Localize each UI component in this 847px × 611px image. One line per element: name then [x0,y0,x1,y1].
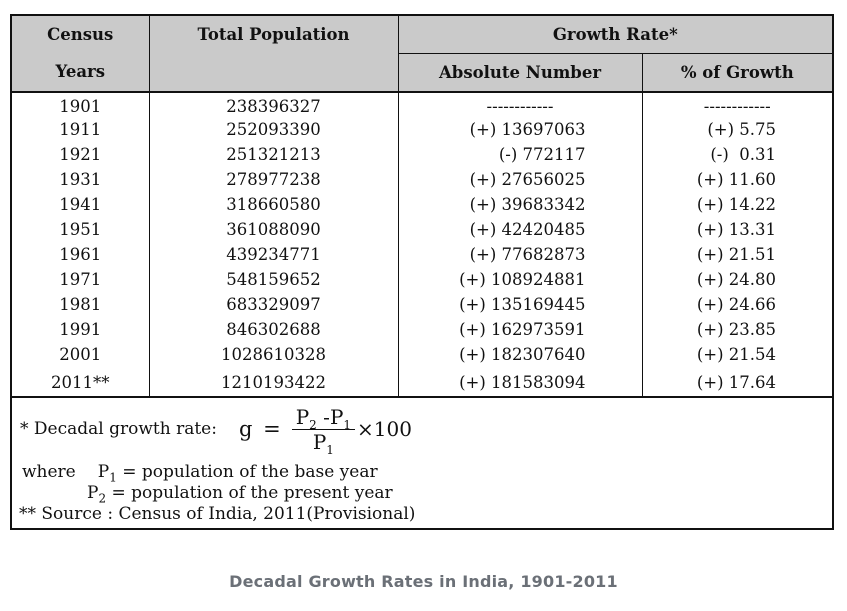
cell-population: 251321213 [148,141,399,167]
cell-population: 278977238 [148,166,399,192]
cell-population: 238396327 [148,91,399,117]
cell-absolute-number: (+) 108924881 [397,266,643,292]
cell-population: 361088090 [148,216,399,242]
cell-year: 1981 [10,291,150,317]
cell-population: 683329097 [148,291,399,317]
cell-population: 1210193422 [148,366,399,397]
cell-population: 548159652 [148,266,399,292]
cell-year: 2011** [10,366,150,397]
cell-population: 846302688 [148,316,399,342]
cell-population: 1028610328 [148,341,399,367]
census-growth-table: Census Years Total Population Growth Rat… [10,14,835,530]
table-row: 2011** 1210193422 (+) 181583094 (+) 17.64 [10,366,834,397]
p2-definition: = population of the present year [106,482,393,503]
cell-percent-growth: ------------ [641,91,834,117]
cell-absolute-number: (+) 13697063 [397,116,643,142]
footnote-source-line: ** Source : Census of India, 2011(Provis… [19,503,416,524]
footnote-where-line: where P1 = population of the base year [17,462,824,483]
table-row: 1951 361088090 (+) 42420485 (+) 13.31 [10,216,834,242]
table-row: 1921 251321213 (-) 772117 (-) 0.31 [10,141,834,167]
formula-lhs: g = [238,416,283,441]
cell-absolute-number: (+) 77682873 [397,241,643,267]
cell-population: 439234771 [148,241,399,267]
header-census-years: Census Years [10,14,150,92]
table-header: Census Years Total Population Growth Rat… [10,14,834,92]
cell-absolute-number: ------------ [397,91,643,117]
p1-definition: = population of the base year [116,461,378,482]
cell-percent-growth: (+) 17.64 [641,366,834,397]
cell-year: 2001 [10,341,150,367]
table-row: 1931 278977238 (+) 27656025 (+) 11.60 [10,166,834,192]
cell-population: 252093390 [148,116,399,142]
table-row: 2001 1028610328 (+) 182307640 (+) 21.54 [10,341,834,367]
cell-absolute-number: (+) 27656025 [397,166,643,192]
formula-numerator: P2 -P1 [291,406,356,431]
header-census-line1: Census [47,25,114,44]
footnote-p2-line: P2 = population of the present year [17,483,824,504]
table-footnote: * Decadal growth rate: g = P2 -P1 P1 ×10… [11,397,833,529]
cell-absolute-number: (+) 39683342 [397,191,643,217]
cell-percent-growth: (+) 11.60 [641,166,834,192]
cell-percent-growth: (+) 24.80 [641,266,834,292]
cell-absolute-number: (-) 772117 [397,141,643,167]
footnote-formula-line: * Decadal growth rate: g = P2 -P1 P1 ×10… [17,406,824,457]
cell-year: 1961 [10,241,150,267]
cell-population: 318660580 [148,191,399,217]
cell-year: 1951 [10,216,150,242]
table-row: 1991 846302688 (+) 162973591 (+) 23.85 [10,316,834,342]
formula-fraction: P2 -P1 P1 [291,406,356,457]
header-census-line2: Years [55,62,106,81]
p2-symbol: P2 [87,482,107,505]
table-caption: Decadal Growth Rates in India, 1901-2011 [229,572,618,591]
cell-year: 1931 [10,166,150,192]
cell-absolute-number: (+) 182307640 [397,341,643,367]
footnote-block: * Decadal growth rate: g = P2 -P1 P1 ×10… [17,406,824,525]
cell-percent-growth: (+) 21.54 [641,341,834,367]
cell-percent-growth: (+) 5.75 [641,116,834,142]
p1-symbol: P1 [97,461,117,484]
cell-year: 1991 [10,316,150,342]
table-row: 1941 318660580 (+) 39683342 (+) 14.22 [10,191,834,217]
formula-denominator: P1 [312,429,334,457]
cell-year: 1921 [10,141,150,167]
cell-absolute-number: (+) 162973591 [397,316,643,342]
growth-rate-formula: g = P2 -P1 P1 ×100 [238,406,412,457]
header-growth-rate-group: Growth Rate* [397,14,834,54]
table-row: 1911 252093390 (+) 13697063 (+) 5.75 [10,116,834,142]
where-label: where [22,461,76,482]
table-body: 1901 238396327 ------------ ------------ 191… [10,91,834,397]
table-row: 1981 683329097 (+) 135169445 (+) 24.66 [10,291,834,317]
decadal-growth-rate-label: * Decadal growth rate: [20,418,217,439]
cell-year: 1941 [10,191,150,217]
cell-absolute-number: (+) 135169445 [397,291,643,317]
table-row: 1901 238396327 ------------ ------------ [10,91,834,117]
cell-year: 1911 [10,116,150,142]
cell-percent-growth: (-) 0.31 [641,141,834,167]
cell-percent-growth: (+) 13.31 [641,216,834,242]
cell-percent-growth: (+) 21.51 [641,241,834,267]
header-percent-growth: % of Growth [641,53,834,92]
table-row: 1971 548159652 (+) 108924881 (+) 24.80 [10,266,834,292]
table-row: 1961 439234771 (+) 77682873 (+) 21.51 [10,241,834,267]
cell-percent-growth: (+) 14.22 [641,191,834,217]
cell-absolute-number: (+) 181583094 [397,366,643,397]
cell-year: 1901 [10,91,150,117]
cell-absolute-number: (+) 42420485 [397,216,643,242]
header-total-population: Total Population [148,14,399,92]
cell-percent-growth: (+) 23.85 [641,316,834,342]
cell-year: 1971 [10,266,150,292]
cell-percent-growth: (+) 24.66 [641,291,834,317]
header-absolute-number: Absolute Number [397,53,643,92]
formula-multiplier: ×100 [357,416,412,441]
